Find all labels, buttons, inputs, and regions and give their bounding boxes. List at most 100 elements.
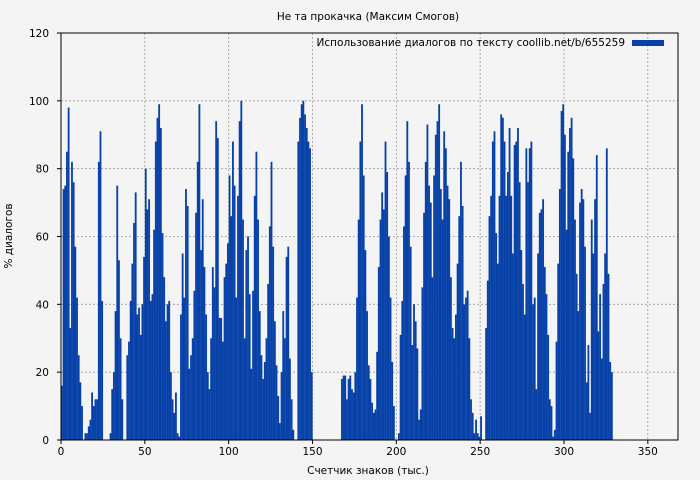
- bar: [607, 273, 610, 440]
- bar: [537, 253, 539, 440]
- bar: [468, 338, 471, 440]
- bar: [118, 260, 120, 440]
- bar: [376, 351, 379, 440]
- bar: [221, 341, 224, 440]
- bar: [190, 355, 192, 440]
- bar: [195, 212, 197, 440]
- bar: [471, 412, 474, 440]
- bar: [129, 300, 132, 440]
- bar: [523, 314, 526, 440]
- bar: [131, 263, 134, 440]
- bar: [384, 141, 387, 440]
- bar: [424, 161, 427, 440]
- bar: [305, 127, 308, 440]
- bar: [381, 192, 384, 440]
- bar: [503, 141, 506, 440]
- bar: [260, 355, 263, 440]
- bar: [198, 104, 201, 440]
- chart-title: Не та прокачка (Максим Смогов): [277, 11, 459, 23]
- bar: [406, 121, 409, 441]
- bar: [535, 389, 538, 441]
- bar: [238, 121, 241, 441]
- x-axis-label: Счетчик знаков (тыс.): [307, 465, 429, 477]
- bar: [141, 304, 144, 440]
- bar: [133, 222, 135, 440]
- x-tick-label: 100: [219, 446, 239, 458]
- bar: [267, 283, 270, 440]
- bar: [67, 107, 70, 441]
- bar: [297, 141, 300, 440]
- bar: [62, 189, 65, 440]
- bar: [455, 314, 457, 440]
- bar: [475, 419, 477, 440]
- bar: [532, 304, 534, 440]
- bar: [527, 182, 529, 441]
- bar: [557, 263, 560, 440]
- bar: [590, 219, 593, 440]
- bar: [210, 338, 213, 440]
- y-tick-label: 80: [36, 164, 49, 176]
- bar: [398, 433, 400, 440]
- bar: [552, 436, 555, 440]
- bar: [372, 412, 375, 440]
- bar: [97, 161, 100, 440]
- bar: [154, 141, 157, 440]
- y-tick-label: 40: [36, 299, 49, 311]
- bar: [386, 172, 389, 440]
- bar: [567, 151, 570, 440]
- bar: [225, 263, 228, 440]
- bar: [180, 314, 182, 440]
- bar: [94, 399, 97, 440]
- bar: [168, 300, 171, 440]
- bar: [441, 219, 444, 440]
- bar: [458, 216, 461, 440]
- bar: [280, 372, 283, 440]
- x-tick-label: 0: [58, 446, 65, 458]
- y-tick-label: 60: [36, 232, 49, 244]
- bar: [495, 233, 498, 440]
- bar: [220, 317, 223, 440]
- x-tick-label: 350: [638, 446, 658, 458]
- bar: [562, 104, 565, 440]
- y-tick-label: 120: [29, 28, 49, 40]
- bar: [262, 378, 265, 440]
- bar: [79, 382, 82, 440]
- bar: [282, 311, 285, 440]
- bar: [143, 256, 145, 440]
- bar: [138, 307, 140, 440]
- bar: [213, 287, 216, 441]
- bar: [275, 365, 278, 440]
- bar: [253, 195, 256, 440]
- bar: [205, 314, 208, 440]
- bar: [235, 297, 238, 440]
- bar: [558, 189, 561, 440]
- bar: [451, 328, 454, 440]
- bar: [589, 412, 591, 440]
- bar: [144, 168, 147, 441]
- bar: [540, 209, 543, 440]
- bar: [411, 345, 414, 440]
- bar: [119, 338, 122, 440]
- bar: [84, 433, 87, 440]
- bar: [574, 219, 576, 440]
- bar: [176, 433, 179, 440]
- bar: [169, 372, 172, 440]
- bar: [242, 219, 244, 440]
- bar: [401, 300, 404, 440]
- bar: [496, 263, 499, 440]
- bar: [461, 205, 464, 440]
- bar: [237, 195, 239, 440]
- bar: [81, 406, 83, 440]
- bar: [193, 290, 196, 440]
- bar: [158, 104, 161, 440]
- bar: [171, 399, 174, 440]
- bar: [299, 117, 301, 440]
- bar: [344, 375, 347, 440]
- bar-series: [61, 100, 613, 441]
- bar: [304, 114, 306, 441]
- bar: [218, 317, 221, 440]
- bar: [366, 311, 368, 440]
- bar: [545, 294, 548, 440]
- bar: [223, 277, 226, 440]
- bar: [501, 117, 504, 440]
